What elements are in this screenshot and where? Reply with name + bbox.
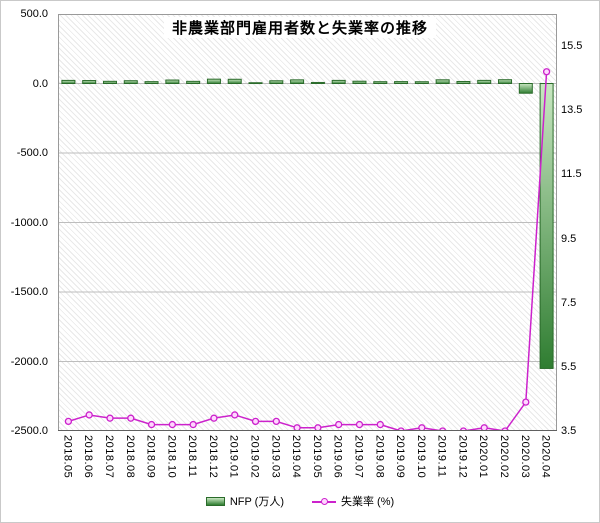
y-axis-right-label: 15.5 (561, 40, 583, 53)
nfp-bar-swatch-icon (205, 496, 225, 506)
nfp-bar (394, 81, 409, 85)
nfp-bar (539, 83, 554, 369)
y-axis-left-label: -2000.0 (10, 355, 48, 368)
nfp-bar (477, 79, 492, 85)
unemployment-marker (168, 420, 176, 429)
x-axis-label: 2019.10 (414, 435, 427, 479)
unemployment-marker (293, 424, 301, 431)
y-axis-right: 15.5 13.5 11.5 9.5 7.5 5.5 3.5 (561, 1, 599, 522)
y-axis-left-label: -1000.0 (10, 216, 48, 229)
unemployment-marker (418, 424, 426, 431)
unemployment-marker (127, 414, 135, 422)
y-axis-right-label: 9.5 (561, 232, 577, 245)
unemployment-marker (210, 414, 218, 422)
nfp-bar (290, 79, 305, 84)
unemployment-marker (542, 68, 551, 76)
nfp-bar (61, 79, 76, 85)
unemployment-marker (147, 420, 156, 429)
y-axis-right-label: 13.5 (561, 104, 583, 117)
legend-label-nfp: NFP (万人) (229, 496, 284, 508)
nfp-bar (435, 79, 450, 85)
nfp-bar (373, 81, 388, 85)
y-axis-left: 500.0 0.0 -500.0 -1000.0 -1500.0 -2000.0 -2500… (1, 1, 52, 522)
unemployment-marker (106, 414, 114, 422)
y-axis-right-label: 5.5 (561, 360, 577, 373)
unemployment-swatch-marker-icon (321, 497, 328, 505)
unemployment-marker (376, 420, 384, 429)
x-axis-label: 2019.07 (352, 435, 365, 479)
unemployment-line (68, 71, 548, 431)
nfp-bar (456, 80, 471, 85)
x-axis-label: 2019.05 (310, 435, 323, 479)
unemployment-marker (64, 417, 73, 426)
unemployment-marker (231, 411, 239, 419)
x-axis-label: 2018.07 (102, 435, 115, 479)
chart-title-text: 非農業部門雇用者数と失業率の推移 (163, 17, 436, 38)
legend: NFP (万人) 失業率 (%) (1, 493, 599, 509)
x-axis-label: 2019.04 (290, 435, 303, 479)
x-axis-label: 2018.05 (61, 435, 74, 479)
unemployment-marker (335, 420, 343, 429)
unemployment-marker (355, 420, 364, 429)
unemployment-marker (314, 424, 322, 431)
nfp-bar (518, 83, 533, 94)
x-axis-label: 2018.06 (82, 435, 95, 479)
legend-label-unemployment: 失業率 (%) (341, 496, 395, 508)
nfp-bar (186, 80, 201, 84)
x-axis-label: 2018.10 (165, 435, 178, 479)
nfp-bar (248, 82, 263, 85)
x-axis-label: 2020.03 (518, 435, 531, 479)
x-axis-label: 2018.09 (144, 435, 157, 479)
nfp-bar (352, 80, 367, 85)
x-axis-label: 2020.01 (477, 435, 490, 479)
legend-item-nfp: NFP (万人) (205, 493, 284, 509)
x-axis-label: 2018.11 (186, 435, 199, 478)
nfp-bar (269, 80, 284, 84)
unemployment-line-swatch-icon (312, 497, 336, 506)
y-axis-right-label: 3.5 (561, 425, 577, 437)
y-axis-left-label: -500.0 (16, 147, 48, 159)
x-axis-label: 2019.12 (456, 435, 469, 479)
x-axis-label: 2019.09 (394, 435, 407, 479)
unemployment-marker (189, 420, 197, 429)
unemployment-marker (272, 417, 280, 426)
nfp-bar (331, 79, 346, 84)
nfp-bar (414, 81, 429, 85)
unemployment-marker (85, 411, 93, 419)
nfp-bar (82, 80, 97, 85)
nfp-bar (498, 79, 513, 84)
x-axis-label: 2019.11 (435, 435, 448, 478)
unemployment-marker (522, 398, 530, 406)
nfp-bar (310, 81, 325, 84)
nfp-bar (102, 80, 117, 84)
unemployment-marker (251, 417, 260, 426)
nfp-bar (206, 78, 221, 85)
nfp-bar (123, 80, 138, 84)
nfp-bar (144, 81, 159, 84)
x-axis-label: 2018.08 (123, 435, 136, 479)
y-axis-left-label: 500.0 (20, 8, 48, 20)
chart-svg (58, 14, 557, 431)
y-axis-left-label: -2500.0 (10, 425, 48, 437)
chart-title: 非農業部門雇用者数と失業率の推移 (1, 17, 599, 38)
x-axis-label: 2019.01 (227, 435, 240, 479)
x-axis-label: 2020.02 (498, 435, 511, 479)
y-axis-right-label: 11.5 (561, 168, 582, 181)
nfp-bar (227, 78, 242, 84)
x-axis-label: 2019.06 (331, 435, 344, 479)
y-axis-left-label: 0.0 (32, 77, 48, 90)
y-axis-right-label: 7.5 (561, 296, 577, 309)
nfp-bar (165, 79, 180, 84)
x-axis-label: 2019.03 (269, 435, 282, 479)
x-axis-label: 2018.12 (206, 435, 219, 479)
plot-area (58, 14, 557, 431)
y-axis-left-label: -1500.0 (10, 286, 48, 298)
x-axis-label: 2019.08 (373, 435, 386, 479)
unemployment-marker (480, 424, 488, 431)
x-axis-label: 2019.02 (248, 435, 261, 479)
legend-item-unemployment: 失業率 (%) (312, 493, 394, 509)
x-axis-label: 2020.04 (539, 435, 552, 479)
